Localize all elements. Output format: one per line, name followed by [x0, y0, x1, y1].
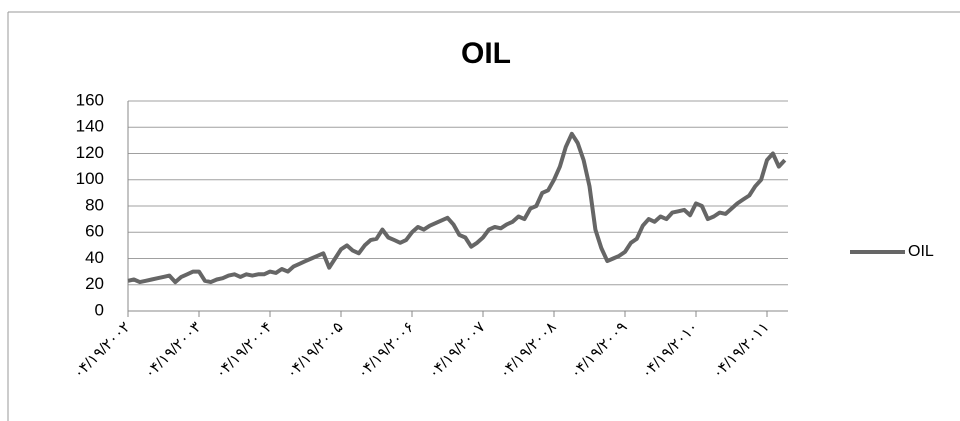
x-tick-label: ۰۴/۱۹/۲۰۱۱ [709, 319, 772, 382]
y-tick-label: 120 [76, 143, 104, 162]
legend-label: OIL [908, 243, 934, 260]
x-tick-label: ۰۴/۱۹/۲۰۰۲ [70, 319, 133, 382]
x-tick-label: ۰۴/۱۹/۲۰۰۵ [283, 319, 346, 382]
y-tick-label: 60 [85, 222, 104, 241]
x-tick-label: ۰۴/۱۹/۲۰۰۶ [354, 319, 417, 382]
x-tick-label: ۰۴/۱۹/۲۰۰۸ [496, 319, 559, 382]
y-tick-label: 0 [95, 300, 104, 319]
x-tick-label: ۰۴/۱۹/۲۰۱۰ [638, 319, 701, 382]
chart-title: OIL [461, 37, 511, 70]
y-tick-label: 80 [85, 195, 104, 214]
y-tick-label: 160 [76, 90, 104, 109]
x-tick-label: ۰۴/۱۹/۲۰۰۳ [141, 319, 204, 382]
y-tick-label: 100 [76, 169, 104, 188]
data-line [127, 131, 787, 285]
x-tick-label: ۰۴/۱۹/۲۰۰۷ [425, 319, 488, 382]
y-tick-label: 40 [85, 248, 104, 267]
x-tick-label: ۰۴/۱۹/۲۰۰۴ [212, 319, 275, 382]
y-tick-label: 20 [85, 274, 104, 293]
x-tick-label: ۰۴/۱۹/۲۰۰۹ [567, 319, 630, 382]
y-tick-label: 140 [76, 117, 104, 136]
